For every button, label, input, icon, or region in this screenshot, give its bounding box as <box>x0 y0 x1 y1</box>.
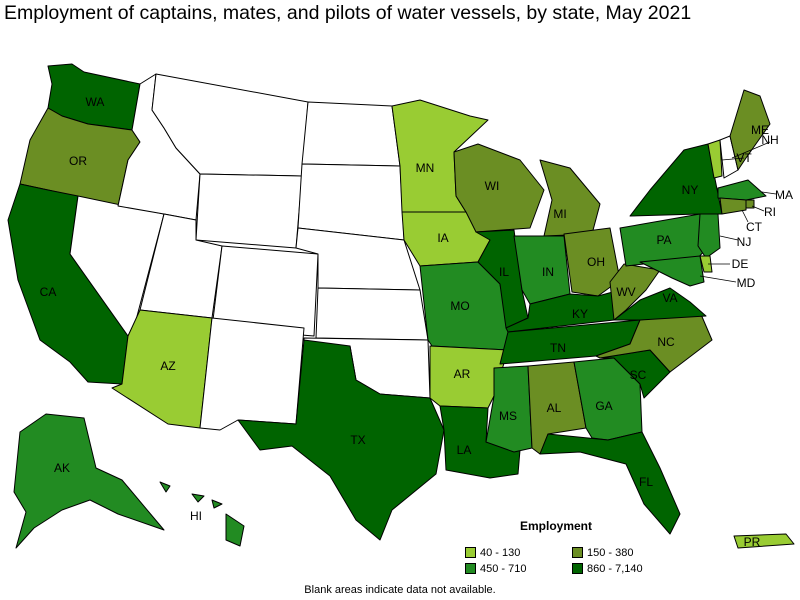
state-label-tn: TN <box>550 341 566 355</box>
legend-label-4: 860 - 7,140 <box>587 563 643 575</box>
state-tx <box>237 339 445 541</box>
state-label-ma: MA <box>775 188 793 202</box>
state-label-nc: NC <box>657 335 675 349</box>
state-label-or: OR <box>69 154 87 168</box>
state-label-sc: SC <box>630 368 647 382</box>
state-label-mn: MN <box>416 161 435 175</box>
state-ri <box>745 199 755 209</box>
state-co <box>211 245 319 337</box>
leader-line <box>719 235 739 241</box>
state-ct <box>719 197 747 215</box>
legend-swatch-3 <box>465 563 476 574</box>
legend-swatch-2 <box>572 547 583 558</box>
state-va <box>613 287 707 321</box>
state-pr <box>733 533 795 549</box>
state-label-ga: GA <box>595 399 612 413</box>
state-label-pa: PA <box>656 233 671 247</box>
leader-line <box>699 275 737 283</box>
state-label-de: DE <box>732 257 749 271</box>
state-label-ca: CA <box>40 285 57 299</box>
state-label-va: VA <box>662 291 677 305</box>
legend-swatch-4 <box>572 563 583 574</box>
state-label-in: IN <box>542 265 554 279</box>
state-ny <box>629 143 723 217</box>
state-label-hi: HI <box>190 509 202 523</box>
state-label-ky: KY <box>572 307 588 321</box>
state-md <box>639 255 705 287</box>
state-ca <box>7 183 129 385</box>
state-label-ia: IA <box>437 231 448 245</box>
state-nd <box>301 101 401 167</box>
leader-line <box>721 157 745 161</box>
state-ky <box>505 289 621 333</box>
state-label-oh: OH <box>587 255 605 269</box>
state-fl <box>539 431 681 535</box>
state-label-pr: PR <box>744 535 761 549</box>
state-oh <box>563 227 621 297</box>
state-mi <box>539 159 601 237</box>
state-vt <box>707 139 723 179</box>
state-label-il: IL <box>499 265 509 279</box>
state-label-wv: WV <box>616 285 635 299</box>
state-label-wi: WI <box>485 179 500 193</box>
state-label-mo: MO <box>450 299 469 313</box>
legend-label-1: 40 - 130 <box>480 547 521 559</box>
state-label-la: LA <box>457 443 472 457</box>
legend-item-4: 860 - 7,140 <box>572 563 643 577</box>
state-sd <box>297 163 405 241</box>
map-title: Employment of captains, mates, and pilot… <box>4 2 692 24</box>
state-nc <box>595 311 713 373</box>
footnote: Blank areas indicate data not available. <box>304 584 496 596</box>
state-de <box>699 255 713 273</box>
legend-item-2: 150 - 380 <box>572 547 633 561</box>
state-label-ak: AK <box>54 461 70 475</box>
state-label-al: AL <box>547 401 562 415</box>
state-label-ri: RI <box>764 205 776 219</box>
state-ks <box>315 287 429 341</box>
state-label-ms: MS <box>499 409 517 423</box>
state-label-ny: NY <box>682 183 699 197</box>
state-ak <box>13 413 165 549</box>
state-label-ar: AR <box>454 367 471 381</box>
state-label-nh: NH <box>761 133 778 147</box>
legend-label-2: 150 - 380 <box>587 547 634 559</box>
legend-swatch-1 <box>465 547 476 558</box>
state-wv <box>609 263 661 321</box>
state-label-md: MD <box>737 276 756 290</box>
state-me <box>729 89 771 171</box>
state-label-fl: FL <box>639 475 653 489</box>
state-nm <box>199 317 305 431</box>
state-wi <box>453 143 545 233</box>
state-ma <box>717 179 767 201</box>
state-wy <box>195 173 303 249</box>
leader-line <box>751 205 765 212</box>
state-label-wa: WA <box>86 95 105 109</box>
legend-label-3: 450 - 710 <box>480 563 527 575</box>
legend-item-3: 450 - 710 <box>465 563 526 577</box>
state-la <box>439 405 521 479</box>
leader-line <box>741 209 749 223</box>
state-hi <box>159 481 245 547</box>
legend-item-1: 40 - 130 <box>465 547 520 561</box>
state-nj <box>697 213 721 259</box>
leader-line <box>761 191 777 195</box>
leader-line <box>731 141 771 159</box>
state-label-vt: VT <box>736 151 752 165</box>
state-label-ct: CT <box>746 220 763 234</box>
state-label-tx: TX <box>350 433 365 447</box>
state-label-nj: NJ <box>737 235 752 249</box>
legend-title: Employment <box>520 519 593 533</box>
state-label-me: ME <box>751 123 769 137</box>
state-label-az: AZ <box>160 359 175 373</box>
state-label-mi: MI <box>553 207 566 221</box>
